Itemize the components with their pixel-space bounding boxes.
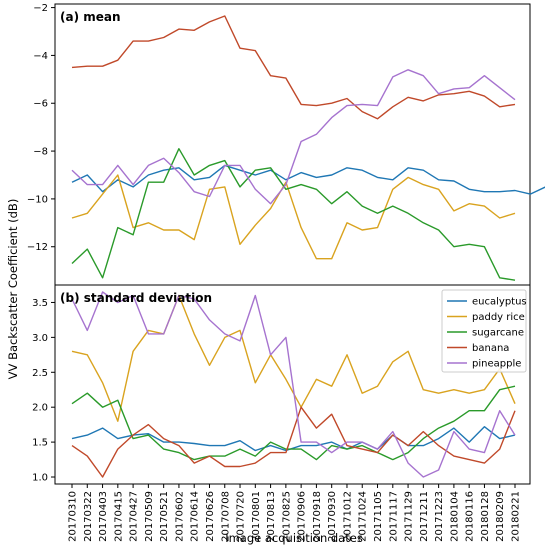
x-tick-label: 20170614 — [190, 491, 201, 542]
x-tick-label: 20170602 — [174, 491, 185, 542]
series-line-sugarcane — [71, 147, 516, 281]
x-tick-label: 20171117 — [388, 491, 399, 542]
series-line-eucalyptus — [71, 164, 545, 195]
legend-box — [441, 289, 527, 373]
x-tick-label: 20170720 — [236, 491, 247, 542]
x-axis-label: Image acquisition dates — [225, 531, 363, 545]
x-tick-label: 20171223 — [434, 491, 445, 542]
x-tick-label: 20170708 — [220, 491, 231, 542]
legend-entry: paddy rice — [472, 312, 525, 323]
y-tick-label: −2 — [33, 3, 48, 14]
y-tick-label: 2.0 — [32, 403, 48, 414]
panel-title: (a) mean — [60, 10, 121, 24]
y-tick-label: 2.5 — [32, 368, 48, 379]
x-tick-label: 20171024 — [358, 491, 369, 542]
legend: eucalyptus paddy rice sugarcane banana pinea… — [441, 289, 527, 373]
panel-mean: −12 −10 −8 −6 −4 −2 (a) mean — [27, 3, 545, 286]
y-tick-label: 3.0 — [32, 333, 48, 344]
series-line-paddy-rice — [71, 174, 516, 260]
y-tick-label: −12 — [27, 242, 48, 253]
x-tick-label: 20170521 — [159, 491, 170, 542]
legend-entry: banana — [472, 343, 509, 354]
legend-entry: pineapple — [472, 359, 521, 370]
x-tick-label: 20171012 — [343, 491, 354, 542]
y-tick-label: 3.5 — [32, 298, 48, 309]
y-tick-label: −8 — [33, 147, 48, 158]
series-line-banana — [71, 406, 516, 478]
y-axis-label: VV Backscatter Coefficient (dB) — [6, 199, 20, 380]
x-tick-label: 20180128 — [480, 491, 491, 542]
panel-standard-deviation: 1.0 1.5 2.0 2.5 3.0 3.5 (b) standard deviation — [32, 284, 531, 485]
x-tick-label: 20170825 — [281, 491, 292, 542]
x-tick-label: 20170930 — [327, 491, 338, 542]
x-tick-label: 20180221 — [511, 491, 522, 542]
x-tick-label: 20171211 — [419, 491, 430, 542]
y-tick-label: −10 — [27, 194, 48, 205]
series-line-eucalyptus — [71, 426, 516, 452]
x-tick-label: 20170626 — [205, 491, 216, 542]
x-tick-label: 20171105 — [373, 491, 384, 542]
series-line-banana — [71, 15, 516, 120]
y-tick-label: 1.0 — [32, 473, 48, 484]
x-tick-label: 20170801 — [251, 491, 262, 542]
series-line-pineapple — [71, 69, 516, 205]
x-tick-label: 20170813 — [266, 491, 277, 542]
x-axis-ticks: 20170310 20170322 20170403 20170415 20170427… — [68, 484, 522, 542]
x-tick-label: 20180116 — [465, 491, 476, 542]
legend-entry: sugarcane — [472, 328, 524, 339]
x-tick-label: 20180209 — [495, 491, 506, 542]
x-tick-label: 20170906 — [297, 491, 308, 542]
x-tick-label: 20170310 — [68, 491, 79, 542]
series-line-pineapple — [71, 291, 516, 478]
x-tick-label: 20170918 — [312, 491, 323, 542]
y-tick-label: 1.5 — [32, 438, 48, 449]
legend-entry: eucalyptus — [472, 297, 527, 308]
x-tick-label: 20170403 — [98, 491, 109, 542]
x-tick-label: 20180104 — [449, 491, 460, 542]
y-tick-label: −4 — [33, 51, 48, 62]
y-tick-label: −6 — [33, 99, 48, 110]
x-tick-label: 20170415 — [113, 491, 124, 542]
series-line-sugarcane — [71, 385, 516, 461]
panel-title: (b) standard deviation — [60, 291, 212, 305]
x-tick-label: 20170322 — [83, 491, 94, 542]
x-tick-label: 20171129 — [404, 491, 415, 542]
x-tick-label: 20170509 — [144, 491, 155, 542]
x-tick-label: 20170427 — [129, 491, 140, 542]
plot-frame — [54, 284, 531, 485]
plot-frame — [54, 3, 531, 286]
